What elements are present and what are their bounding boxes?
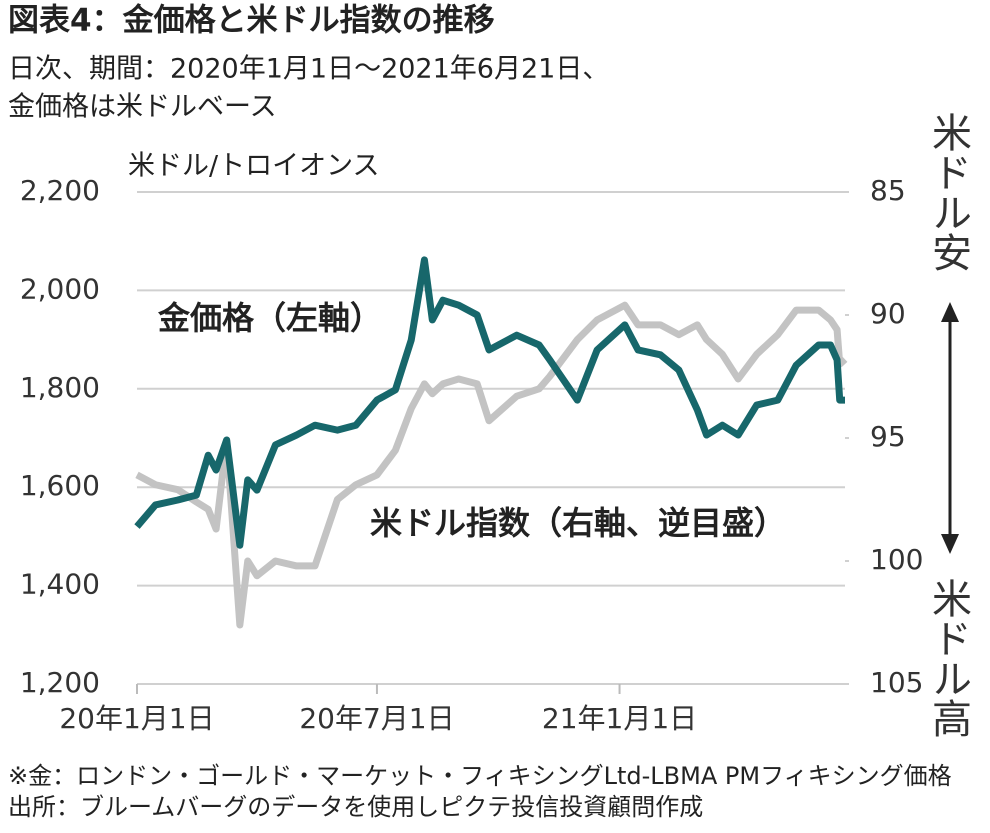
y-tick-label: 1,800 — [20, 371, 100, 404]
y2-tick-label: 85 — [870, 174, 906, 207]
series-label: 米ドル指数（右軸、逆目盛） — [370, 504, 786, 542]
y2-tick-label: 100 — [870, 543, 923, 576]
y-axis-label: 米ドル/トロイオンス — [128, 151, 380, 182]
y-tick-label: 1,400 — [20, 568, 100, 601]
series-label: 金価格（左軸） — [157, 299, 382, 337]
subtitle: 日次、期間：2020年1月1日～2021年6月21日、 — [8, 54, 609, 85]
y2-tick-label: 105 — [870, 666, 923, 699]
y2-tick-label: 90 — [870, 297, 906, 330]
note: 出所：ブルームバーグのデータを使用しピクテ投信投資顧問作成 — [8, 793, 703, 821]
x-tick-label: 21年1月1日 — [542, 702, 697, 735]
x-tick-label: 20年1月1日 — [59, 702, 214, 735]
subtitle: 金価格は米ドルベース — [8, 92, 277, 123]
chart-title: 図表4：金価格と米ドル指数の推移 — [8, 3, 495, 39]
y-tick-label: 2,000 — [20, 272, 100, 305]
y2-bottom-label: 米ドル高 — [925, 578, 971, 738]
series-line — [134, 256, 845, 549]
y-tick-label: 1,200 — [20, 666, 100, 699]
arrow — [941, 302, 959, 554]
y2-tick-label: 95 — [870, 420, 906, 453]
y-tick-label: 1,600 — [20, 469, 100, 502]
note: ※金：ロンドン・ゴールド・マーケット・フィキシングLtd-LBMA PMフィキシ… — [8, 762, 952, 790]
y-tick-label: 2,200 — [20, 174, 100, 207]
series-line — [135, 301, 848, 629]
y2-top-label: 米ドル安 — [925, 112, 971, 272]
x-tick-label: 20年7月1日 — [299, 702, 454, 735]
